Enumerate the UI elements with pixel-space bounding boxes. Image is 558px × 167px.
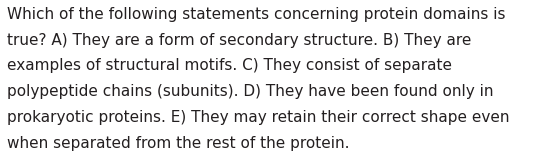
Text: prokaryotic proteins. E) They may retain their correct shape even: prokaryotic proteins. E) They may retain… (7, 110, 509, 125)
Text: true? A) They are a form of secondary structure. B) They are: true? A) They are a form of secondary st… (7, 33, 471, 48)
Text: polypeptide chains (subunits). D) They have been found only in: polypeptide chains (subunits). D) They h… (7, 84, 493, 99)
Text: Which of the following statements concerning protein domains is: Which of the following statements concer… (7, 7, 505, 22)
Text: when separated from the rest of the protein.: when separated from the rest of the prot… (7, 136, 349, 151)
Text: examples of structural motifs. C) They consist of separate: examples of structural motifs. C) They c… (7, 58, 451, 73)
